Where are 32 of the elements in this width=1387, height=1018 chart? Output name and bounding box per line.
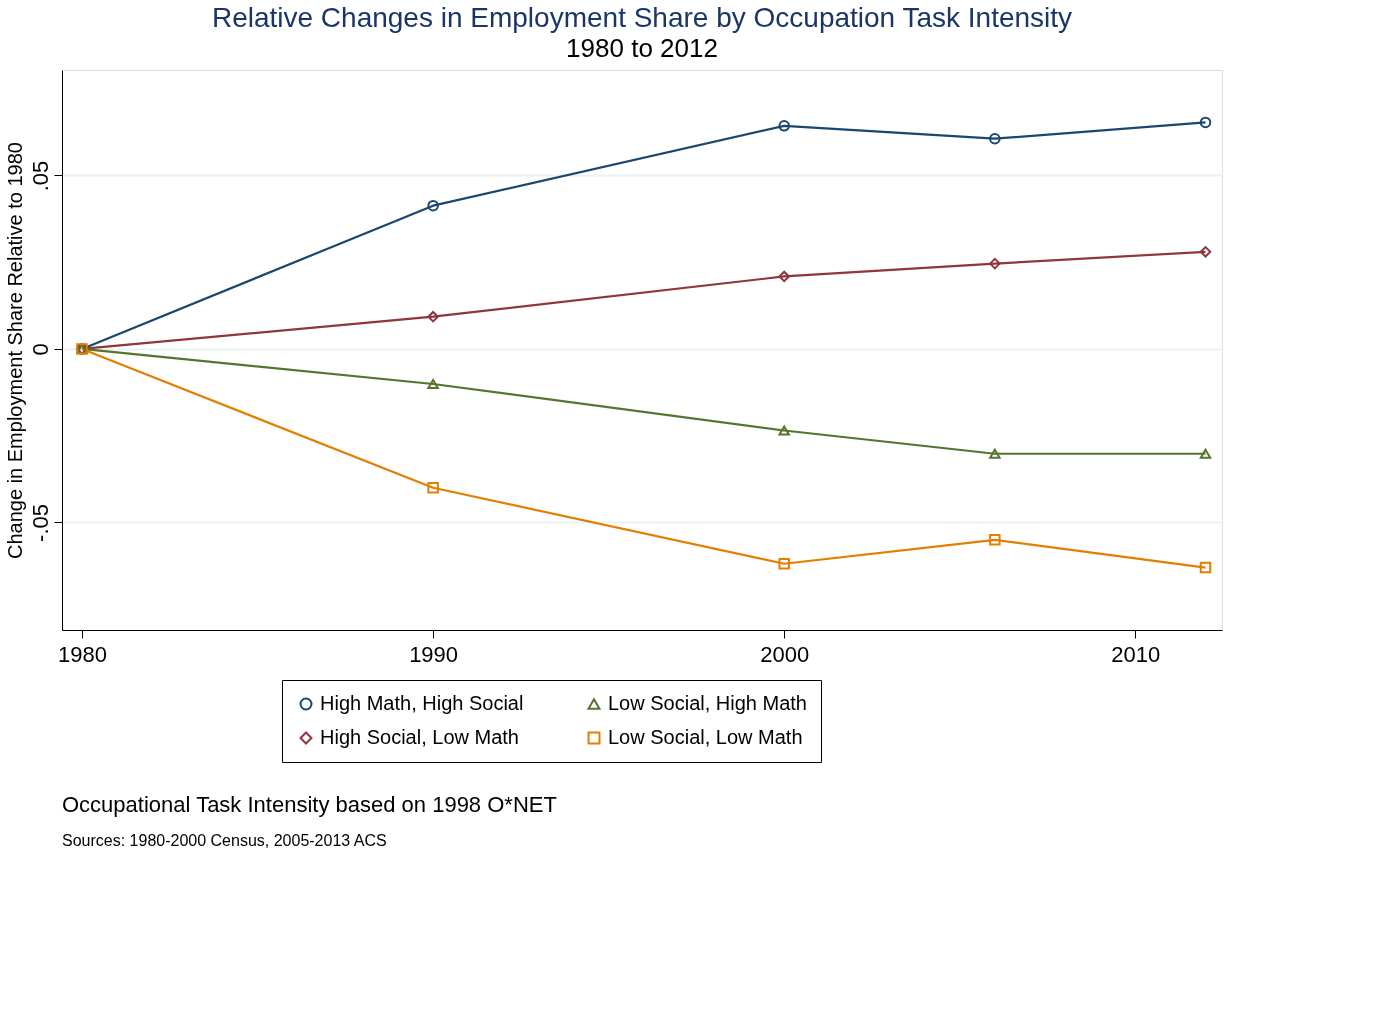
point (427, 199, 439, 212)
legend-label: High Social, Low Math (320, 726, 519, 748)
chart-title: Relative Changes in Employment Share by Occupation Task Intensity (211, 2, 1073, 33)
point (427, 310, 439, 323)
point (778, 120, 790, 132)
legend-label: Low Social, Low Math (608, 726, 803, 748)
point (427, 482, 439, 494)
y-tick-label: 0 (27, 343, 53, 356)
point (989, 534, 1001, 546)
point (989, 257, 1001, 270)
point (1199, 246, 1212, 258)
point (427, 378, 439, 390)
x-tick-label: 1990 (409, 641, 459, 667)
legend-label: High Math, High Social (320, 692, 524, 714)
legend-label: Low Social, High Math (608, 692, 807, 714)
y-axis-title: Change in Employment Share Relative to 1980 (3, 142, 26, 559)
point (989, 448, 1001, 459)
point (1199, 561, 1212, 574)
point (778, 425, 790, 436)
source-note: Sources: 1980-2000 Census, 2005-2013 ACS (62, 832, 387, 849)
y-tick-label: -.05 (27, 503, 53, 542)
x-tick-label: 2010 (1111, 641, 1161, 667)
x-tick-label: 1980 (58, 641, 107, 667)
x-tick-label: 2000 (760, 641, 810, 667)
y-tick-label: .05 (27, 160, 53, 192)
point (989, 132, 1001, 145)
point (778, 270, 790, 283)
text: Occupational Task Intensity based on 1998 O*NET (62, 792, 557, 817)
point (778, 557, 790, 570)
point (1199, 448, 1212, 459)
chart-subtitle: 1980 to 2012 (566, 33, 718, 63)
point (1199, 116, 1212, 129)
